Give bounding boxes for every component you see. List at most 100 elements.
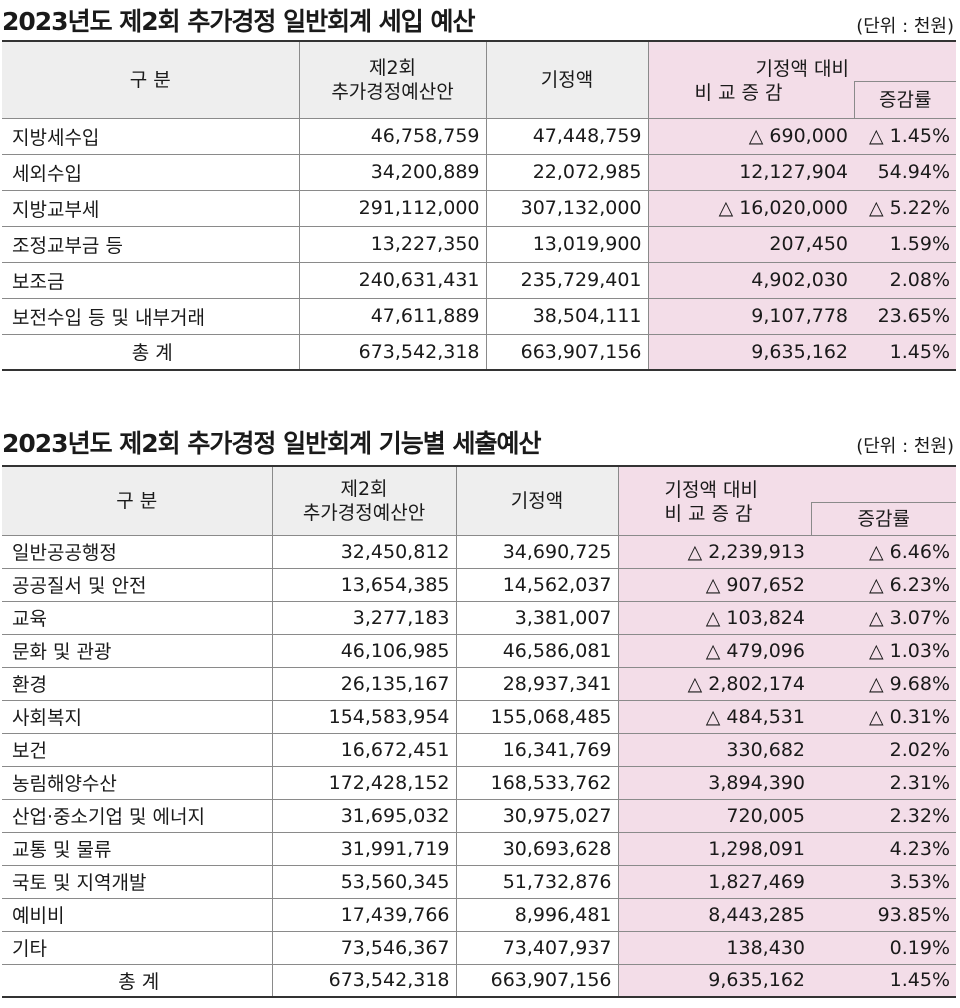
row-diff: 9,635,162 [618,964,811,998]
row-name: 기타 [2,931,273,965]
revenue-header-compare-line2: 비 교 증 감 [648,81,854,119]
row-proposal: 13,227,350 [299,226,487,263]
table-row: 지방세수입 46,758,759 47,448,759 △ 690,000 △ 1.45… [2,118,957,155]
row-rate: △ 3.07% [811,601,957,635]
expenditure-header-rate: 증감률 [810,501,957,536]
row-diff: △ 690,000 [648,118,854,155]
row-existing: 3,381,007 [456,601,619,635]
row-rate: △ 1.45% [854,118,957,155]
row-name: 교육 [2,601,273,635]
row-diff: △ 2,802,174 [618,667,811,701]
row-proposal: 3,277,183 [272,601,457,635]
revenue-title: 2023년도 제2회 추가경정 일반회계 세입 예산 [2,7,475,36]
revenue-header-proposal: 제2회 추가경정예산안 [299,40,487,119]
revenue-header-existing: 기정액 [486,40,649,119]
row-existing: 73,407,937 [456,931,619,965]
revenue-header-rate: 증감률 [853,80,957,119]
expenditure-body: 일반공공행정 32,450,812 34,690,725 △ 2,239,913 △ 6… [2,535,957,998]
row-proposal: 17,439,766 [272,898,457,932]
row-rate: 1.45% [811,964,957,998]
row-diff: △ 907,652 [618,568,811,602]
row-proposal: 34,200,889 [299,154,487,191]
table-row: 환경 26,135,167 28,937,341 △ 2,802,174 △ 9.68% [2,667,957,701]
row-proposal: 16,672,451 [272,733,457,767]
row-name: 국토 및 지역개발 [2,865,273,899]
row-proposal: 13,654,385 [272,568,457,602]
row-existing: 47,448,759 [486,118,649,155]
row-rate: 2.08% [854,262,957,299]
row-diff: 330,682 [618,733,811,767]
revenue-unit: (단위 : 천원) [856,16,954,37]
table-row: 보조금 240,631,431 235,729,401 4,902,030 2.08% [2,262,957,299]
row-name: 보조금 [2,262,300,299]
row-diff: △ 479,096 [618,634,811,668]
row-proposal: 673,542,318 [272,964,457,998]
row-rate: 4.23% [811,832,957,866]
row-proposal: 154,583,954 [272,700,457,734]
row-proposal: 47,611,889 [299,298,487,335]
row-proposal: 26,135,167 [272,667,457,701]
row-diff: 8,443,285 [618,898,811,932]
row-rate: △ 1.03% [811,634,957,668]
table-row: 세외수입 34,200,889 22,072,985 12,127,904 54.94% [2,154,957,191]
table-row: 예비비 17,439,766 8,996,481 8,443,285 93.85% [2,898,957,932]
row-diff: 207,450 [648,226,854,263]
revenue-body: 지방세수입 46,758,759 47,448,759 △ 690,000 △ 1.45… [2,118,957,371]
row-proposal: 46,106,985 [272,634,457,668]
row-proposal: 172,428,152 [272,766,457,800]
row-diff: 138,430 [618,931,811,965]
row-name: 보전수입 등 및 내부거래 [2,298,300,335]
row-rate: △ 5.22% [854,190,957,227]
expenditure-header-compare-line1: 기정액 대비 [664,478,758,501]
row-diff: 12,127,904 [648,154,854,191]
revenue-total-row: 총 계 673,542,318 663,907,156 9,635,162 1.45% [2,334,957,371]
expenditure-header-compare-line2: 비 교 증 감 [618,502,811,536]
row-diff: △ 2,239,913 [618,535,811,569]
row-rate: 54.94% [854,154,957,191]
table-row: 교통 및 물류 31,991,719 30,693,628 1,298,091 4.23… [2,832,957,866]
row-rate: 2.31% [811,766,957,800]
row-proposal: 46,758,759 [299,118,487,155]
row-name: 지방교부세 [2,190,300,227]
expenditure-header-row: 구 분 제2회 추가경정예산안 기정액 기정액 대비 [2,465,957,536]
row-diff: 720,005 [618,799,811,833]
row-rate: △ 6.23% [811,568,957,602]
row-existing: 663,907,156 [456,964,619,998]
row-existing: 16,341,769 [456,733,619,767]
row-name: 세외수입 [2,154,300,191]
row-existing: 22,072,985 [486,154,649,191]
expenditure-total-row: 총 계 673,542,318 663,907,156 9,635,162 1.45% [2,964,957,998]
expenditure-header-proposal-line1: 제2회 [340,477,388,500]
row-proposal: 53,560,345 [272,865,457,899]
row-rate: △ 9.68% [811,667,957,701]
expenditure-header-row-2: 비 교 증 감 증감률 [2,501,957,536]
revenue-header-compare-line1: 기정액 대비 [755,57,849,80]
row-diff: 1,827,469 [618,865,811,899]
table-row: 산업·중소기업 및 에너지 31,695,032 30,975,027 720,005… [2,799,957,833]
table-row: 문화 및 관광 46,106,985 46,586,081 △ 479,096 △ 1.… [2,634,957,668]
row-rate: 23.65% [854,298,957,335]
row-existing: 307,132,000 [486,190,649,227]
row-diff: 3,894,390 [618,766,811,800]
expenditure-header-proposal: 제2회 추가경정예산안 [272,465,457,536]
row-rate: 2.32% [811,799,957,833]
expenditure-header-compare: 기정액 대비 [618,465,957,502]
row-proposal: 73,546,367 [272,931,457,965]
expenditure-header-proposal-line2: 추가경정예산안 [302,501,426,524]
row-existing: 168,533,762 [456,766,619,800]
row-existing: 46,586,081 [456,634,619,668]
row-name: 환경 [2,667,273,701]
revenue-header-row: 구 분 제2회 추가경정예산안 기정액 기정액 대비 [2,40,957,119]
row-existing: 38,504,111 [486,298,649,335]
expenditure-header-category: 구 분 [2,465,273,536]
table-row: 교육 3,277,183 3,381,007 △ 103,824 △ 3.07% [2,601,957,635]
expenditure-table: 구 분 제2회 추가경정예산안 기정액 기정액 대비 비 교 증 감 증감률 일… [2,465,957,998]
revenue-header-compare: 기정액 대비 [648,40,957,81]
table-row: 기타 73,546,367 73,407,937 138,430 0.19% [2,931,957,965]
expenditure-unit: (단위 : 천원) [856,436,954,457]
row-rate: 0.19% [811,931,957,965]
revenue-header-row-2: 비 교 증 감 증감률 [2,80,957,119]
row-name: 문화 및 관광 [2,634,273,668]
row-existing: 155,068,485 [456,700,619,734]
row-name: 사회복지 [2,700,273,734]
